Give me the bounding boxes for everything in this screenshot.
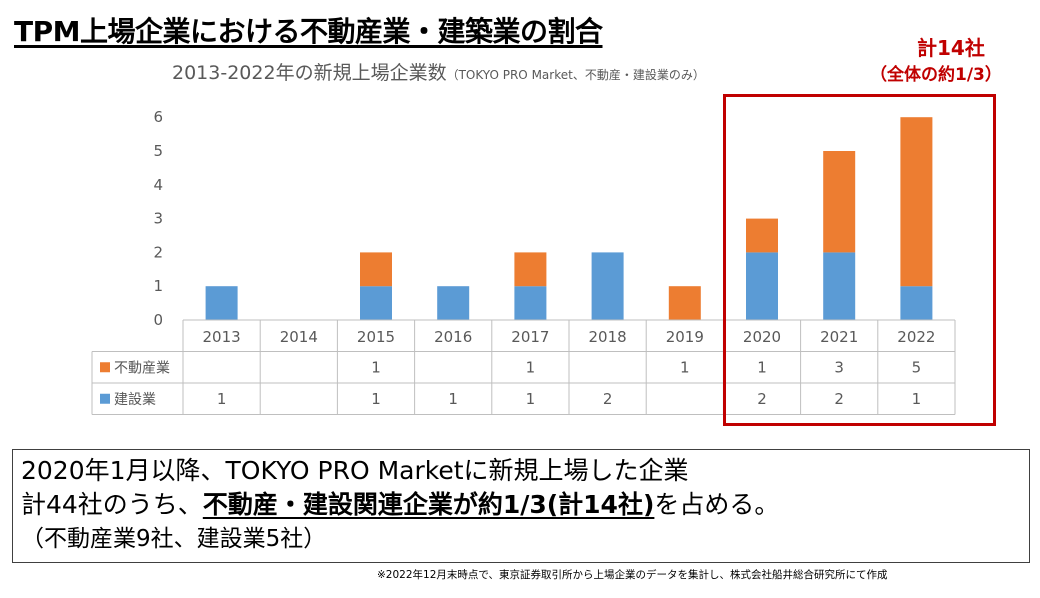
bar-realestate-2022 <box>900 117 933 287</box>
y-tick-label: 1 <box>153 277 163 295</box>
table-cell-value: 5 <box>912 358 922 376</box>
highlight-box-2020-2022 <box>723 94 996 426</box>
table-cell-value: 1 <box>217 390 227 408</box>
table-cell-value: 1 <box>448 390 458 408</box>
bar-realestate-2015 <box>360 252 392 287</box>
table-cell-value: 1 <box>371 358 381 376</box>
x-category-label: 2020 <box>743 328 781 346</box>
bar-construction-2016 <box>437 286 470 320</box>
table-cell-value: 2 <box>603 390 613 408</box>
x-category-label: 2013 <box>203 328 241 346</box>
bar-construction-2022 <box>900 286 933 320</box>
table-row-label: 不動産業 <box>114 360 170 376</box>
table-cell-value: 3 <box>834 358 844 376</box>
bar-construction-2018 <box>591 252 624 320</box>
bar-construction-2013 <box>205 286 238 320</box>
x-category-label: 2022 <box>897 328 935 346</box>
table-cell-value: 1 <box>526 358 536 376</box>
table-row-label: 建設業 <box>114 392 156 408</box>
bar-construction-2020 <box>746 252 778 320</box>
bar-realestate-2021 <box>823 151 856 253</box>
x-category-label: 2017 <box>511 328 549 346</box>
summary-line-2: 計44社のうち、不動産・建設関連企業が約1/3(計14社)を占める。 <box>21 488 1029 522</box>
bar-realestate-2020 <box>746 218 778 253</box>
x-category-label: 2021 <box>820 328 858 346</box>
summary-line-1: 2020年1月以降、TOKYO PRO Marketに新規上場した企業 <box>21 456 689 485</box>
bar-construction-2017 <box>514 286 547 320</box>
bar-construction-2015 <box>360 286 392 320</box>
x-category-label: 2015 <box>357 328 395 346</box>
table-cell-value: 1 <box>757 358 767 376</box>
footnote: ※2022年12月末時点で、東京証券取引所から上場企業のデータを集計し、株式会社… <box>377 569 888 581</box>
chart-subtitle-main: 2013-2022年の新規上場企業数 <box>172 62 447 84</box>
summary-line-2-emphasis: 不動産・建設関連企業が約1/3(計14社) <box>202 490 655 519</box>
summary-box: 2020年1月以降、TOKYO PRO Marketに新規上場した企業 計44社… <box>12 449 1030 563</box>
summary-line-3: （不動産業9社、建設業5社） <box>21 526 327 552</box>
x-category-label: 2018 <box>589 328 627 346</box>
bar-realestate-2017 <box>514 252 547 287</box>
summary-line-2-suffix: を占める。 <box>654 490 780 519</box>
table-cell-value: 1 <box>912 390 922 408</box>
y-tick-label: 2 <box>153 243 163 261</box>
y-tick-label: 0 <box>153 311 163 329</box>
chart-subtitle: 2013-2022年の新規上場企業数（TOKYO PRO Market、不動産・… <box>172 58 705 85</box>
table-cell-value: 1 <box>526 390 536 408</box>
y-tick-label: 4 <box>153 176 163 194</box>
x-category-label: 2019 <box>666 328 704 346</box>
x-category-label: 2016 <box>434 328 472 346</box>
table-cell-value: 2 <box>834 390 844 408</box>
stacked-bar-chart: 0 1 2 3 4 5 6 2013 2014 2015 2016 2017 2018 2019 2020 2… <box>91 108 956 415</box>
legend-swatch <box>100 393 110 404</box>
table-cell-value: 1 <box>371 390 381 408</box>
y-tick-label: 6 <box>153 108 163 126</box>
page-title: TPM上場企業における不動産業・建築業の割合 <box>14 15 603 48</box>
summary-line-2-prefix: 計44社のうち、 <box>21 490 203 519</box>
x-category-label: 2014 <box>280 328 318 346</box>
table-cell-value: 2 <box>757 390 767 408</box>
bar-construction-2021 <box>823 252 856 320</box>
bar-realestate-2019 <box>668 286 701 320</box>
legend-swatch <box>100 362 110 373</box>
y-tick-label: 5 <box>153 142 163 160</box>
table-cell-value: 1 <box>680 358 690 376</box>
callout-total: 計14社 <box>917 36 985 60</box>
chart-subtitle-note: （TOKYO PRO Market、不動産・建設業のみ） <box>446 68 705 82</box>
callout-share: （全体の約1/3） <box>870 65 1002 85</box>
y-tick-label: 3 <box>153 210 163 228</box>
